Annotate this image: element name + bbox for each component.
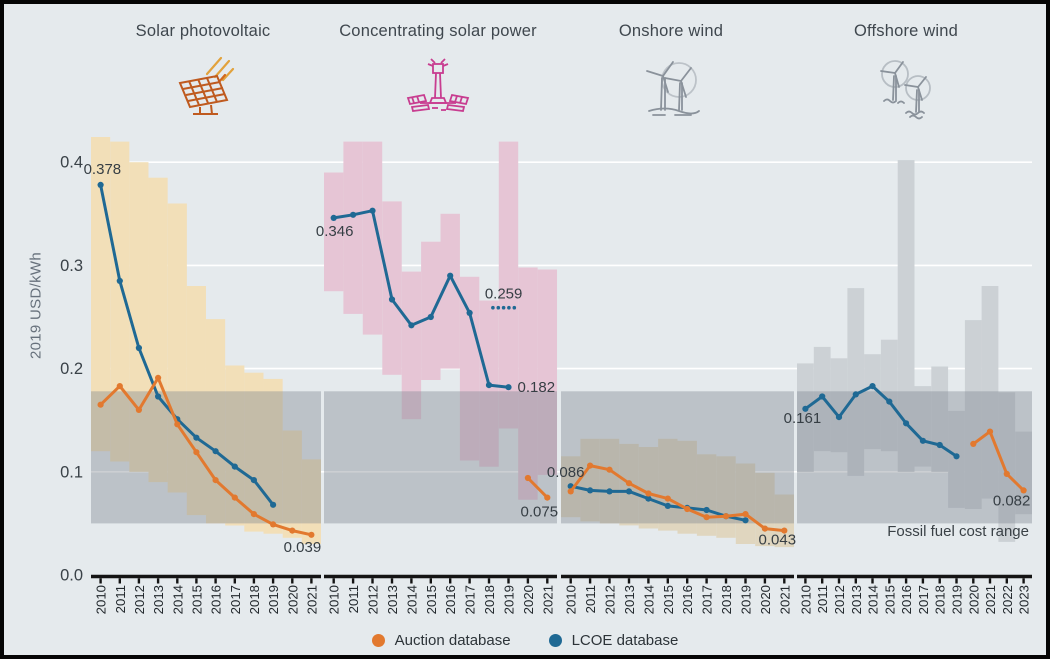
svg-text:0.082: 0.082 (993, 492, 1031, 509)
svg-text:0.3: 0.3 (60, 257, 83, 275)
svg-text:2015: 2015 (189, 585, 204, 614)
svg-text:0.0: 0.0 (60, 567, 83, 585)
svg-text:2018: 2018 (247, 585, 262, 614)
svg-text:2015: 2015 (882, 585, 897, 614)
svg-text:2016: 2016 (680, 585, 695, 614)
svg-text:2013: 2013 (385, 585, 400, 614)
svg-text:2020: 2020 (521, 585, 536, 614)
panel-title-csp: Concentrating solar power (339, 22, 537, 40)
svg-text:2015: 2015 (661, 585, 676, 614)
svg-text:2012: 2012 (603, 585, 618, 614)
svg-text:2018: 2018 (482, 585, 497, 614)
svg-text:2016: 2016 (443, 585, 458, 614)
svg-text:2010: 2010 (327, 585, 342, 614)
svg-text:2013: 2013 (622, 585, 637, 614)
svg-text:2011: 2011 (583, 585, 598, 613)
legend-item-auction: Auction database (371, 632, 511, 649)
legend-item-lcoe: LCOE database (548, 632, 679, 649)
svg-text:2010: 2010 (94, 585, 109, 614)
svg-text:2014: 2014 (404, 585, 419, 614)
svg-text:2014: 2014 (641, 585, 656, 614)
svg-text:0.4: 0.4 (60, 154, 83, 172)
svg-text:2022: 2022 (1000, 585, 1015, 614)
svg-text:2021: 2021 (540, 585, 555, 614)
svg-text:0.039: 0.039 (284, 539, 322, 556)
svg-text:0.161: 0.161 (784, 410, 822, 427)
svg-text:2019: 2019 (502, 585, 517, 614)
svg-text:2011: 2011 (113, 585, 128, 613)
svg-text:2017: 2017 (700, 585, 715, 614)
svg-text:0.2: 0.2 (60, 360, 83, 378)
svg-text:2019: 2019 (266, 585, 281, 614)
svg-text:0.182: 0.182 (518, 379, 556, 396)
y-axis-title: 2019 USD/kWh (27, 252, 45, 359)
svg-text:2019: 2019 (950, 585, 965, 614)
svg-text:0.1: 0.1 (60, 463, 83, 481)
svg-text:2010: 2010 (564, 585, 579, 614)
lcoe-chart: 0.378 0.039 0.346 0.259 0.182 0.075 0.086 0.043… (60, 137, 1032, 614)
panel-title-solar-pv: Solar photovoltaic (135, 22, 271, 40)
legend-lcoe-label: LCOE database (571, 632, 679, 649)
csp-tower-icon (402, 56, 474, 125)
svg-text:2014: 2014 (866, 585, 881, 614)
svg-text:0.043: 0.043 (759, 532, 797, 549)
svg-text:2011: 2011 (346, 585, 361, 613)
svg-text:2020: 2020 (758, 585, 773, 614)
svg-text:2016: 2016 (899, 585, 914, 614)
svg-text:2012: 2012 (832, 585, 847, 614)
panel-title-onshore-wind: Onshore wind (618, 22, 724, 40)
svg-text:0.259: 0.259 (485, 286, 523, 303)
svg-text:2013: 2013 (849, 585, 864, 614)
svg-text:2016: 2016 (209, 585, 224, 614)
svg-text:2019: 2019 (739, 585, 754, 614)
svg-text:2020: 2020 (285, 585, 300, 614)
svg-text:2017: 2017 (916, 585, 931, 614)
svg-text:2018: 2018 (933, 585, 948, 614)
svg-text:2021: 2021 (983, 585, 998, 614)
svg-text:2012: 2012 (366, 585, 381, 614)
offshore-wind-icon (870, 56, 942, 125)
svg-text:2010: 2010 (798, 585, 813, 614)
auction-dot-icon (371, 634, 385, 647)
svg-text:2017: 2017 (463, 585, 478, 614)
svg-text:2018: 2018 (719, 585, 734, 614)
svg-text:0.075: 0.075 (521, 504, 559, 521)
svg-text:2012: 2012 (132, 585, 147, 614)
svg-text:2017: 2017 (228, 585, 243, 614)
svg-text:0.346: 0.346 (316, 223, 354, 240)
lcoe-dot-icon (548, 634, 562, 647)
legend-auction-label: Auction database (394, 632, 511, 649)
svg-text:2021: 2021 (304, 585, 319, 614)
svg-text:2015: 2015 (424, 585, 439, 614)
svg-text:2020: 2020 (966, 585, 981, 614)
svg-text:2013: 2013 (151, 585, 166, 614)
svg-text:0.086: 0.086 (547, 464, 585, 481)
svg-text:0.378: 0.378 (84, 161, 122, 178)
svg-text:2011: 2011 (815, 585, 830, 613)
onshore-wind-icon (635, 56, 707, 125)
panel-title-offshore-wind: Offshore wind (853, 22, 959, 40)
svg-text:2021: 2021 (777, 585, 792, 614)
svg-text:2014: 2014 (170, 585, 185, 614)
legend: Auction database LCOE database (4, 632, 1046, 649)
svg-text:Fossil fuel cost range: Fossil fuel cost range (887, 523, 1029, 540)
svg-text:2023: 2023 (1017, 585, 1032, 614)
solar-panel-icon (167, 56, 239, 125)
